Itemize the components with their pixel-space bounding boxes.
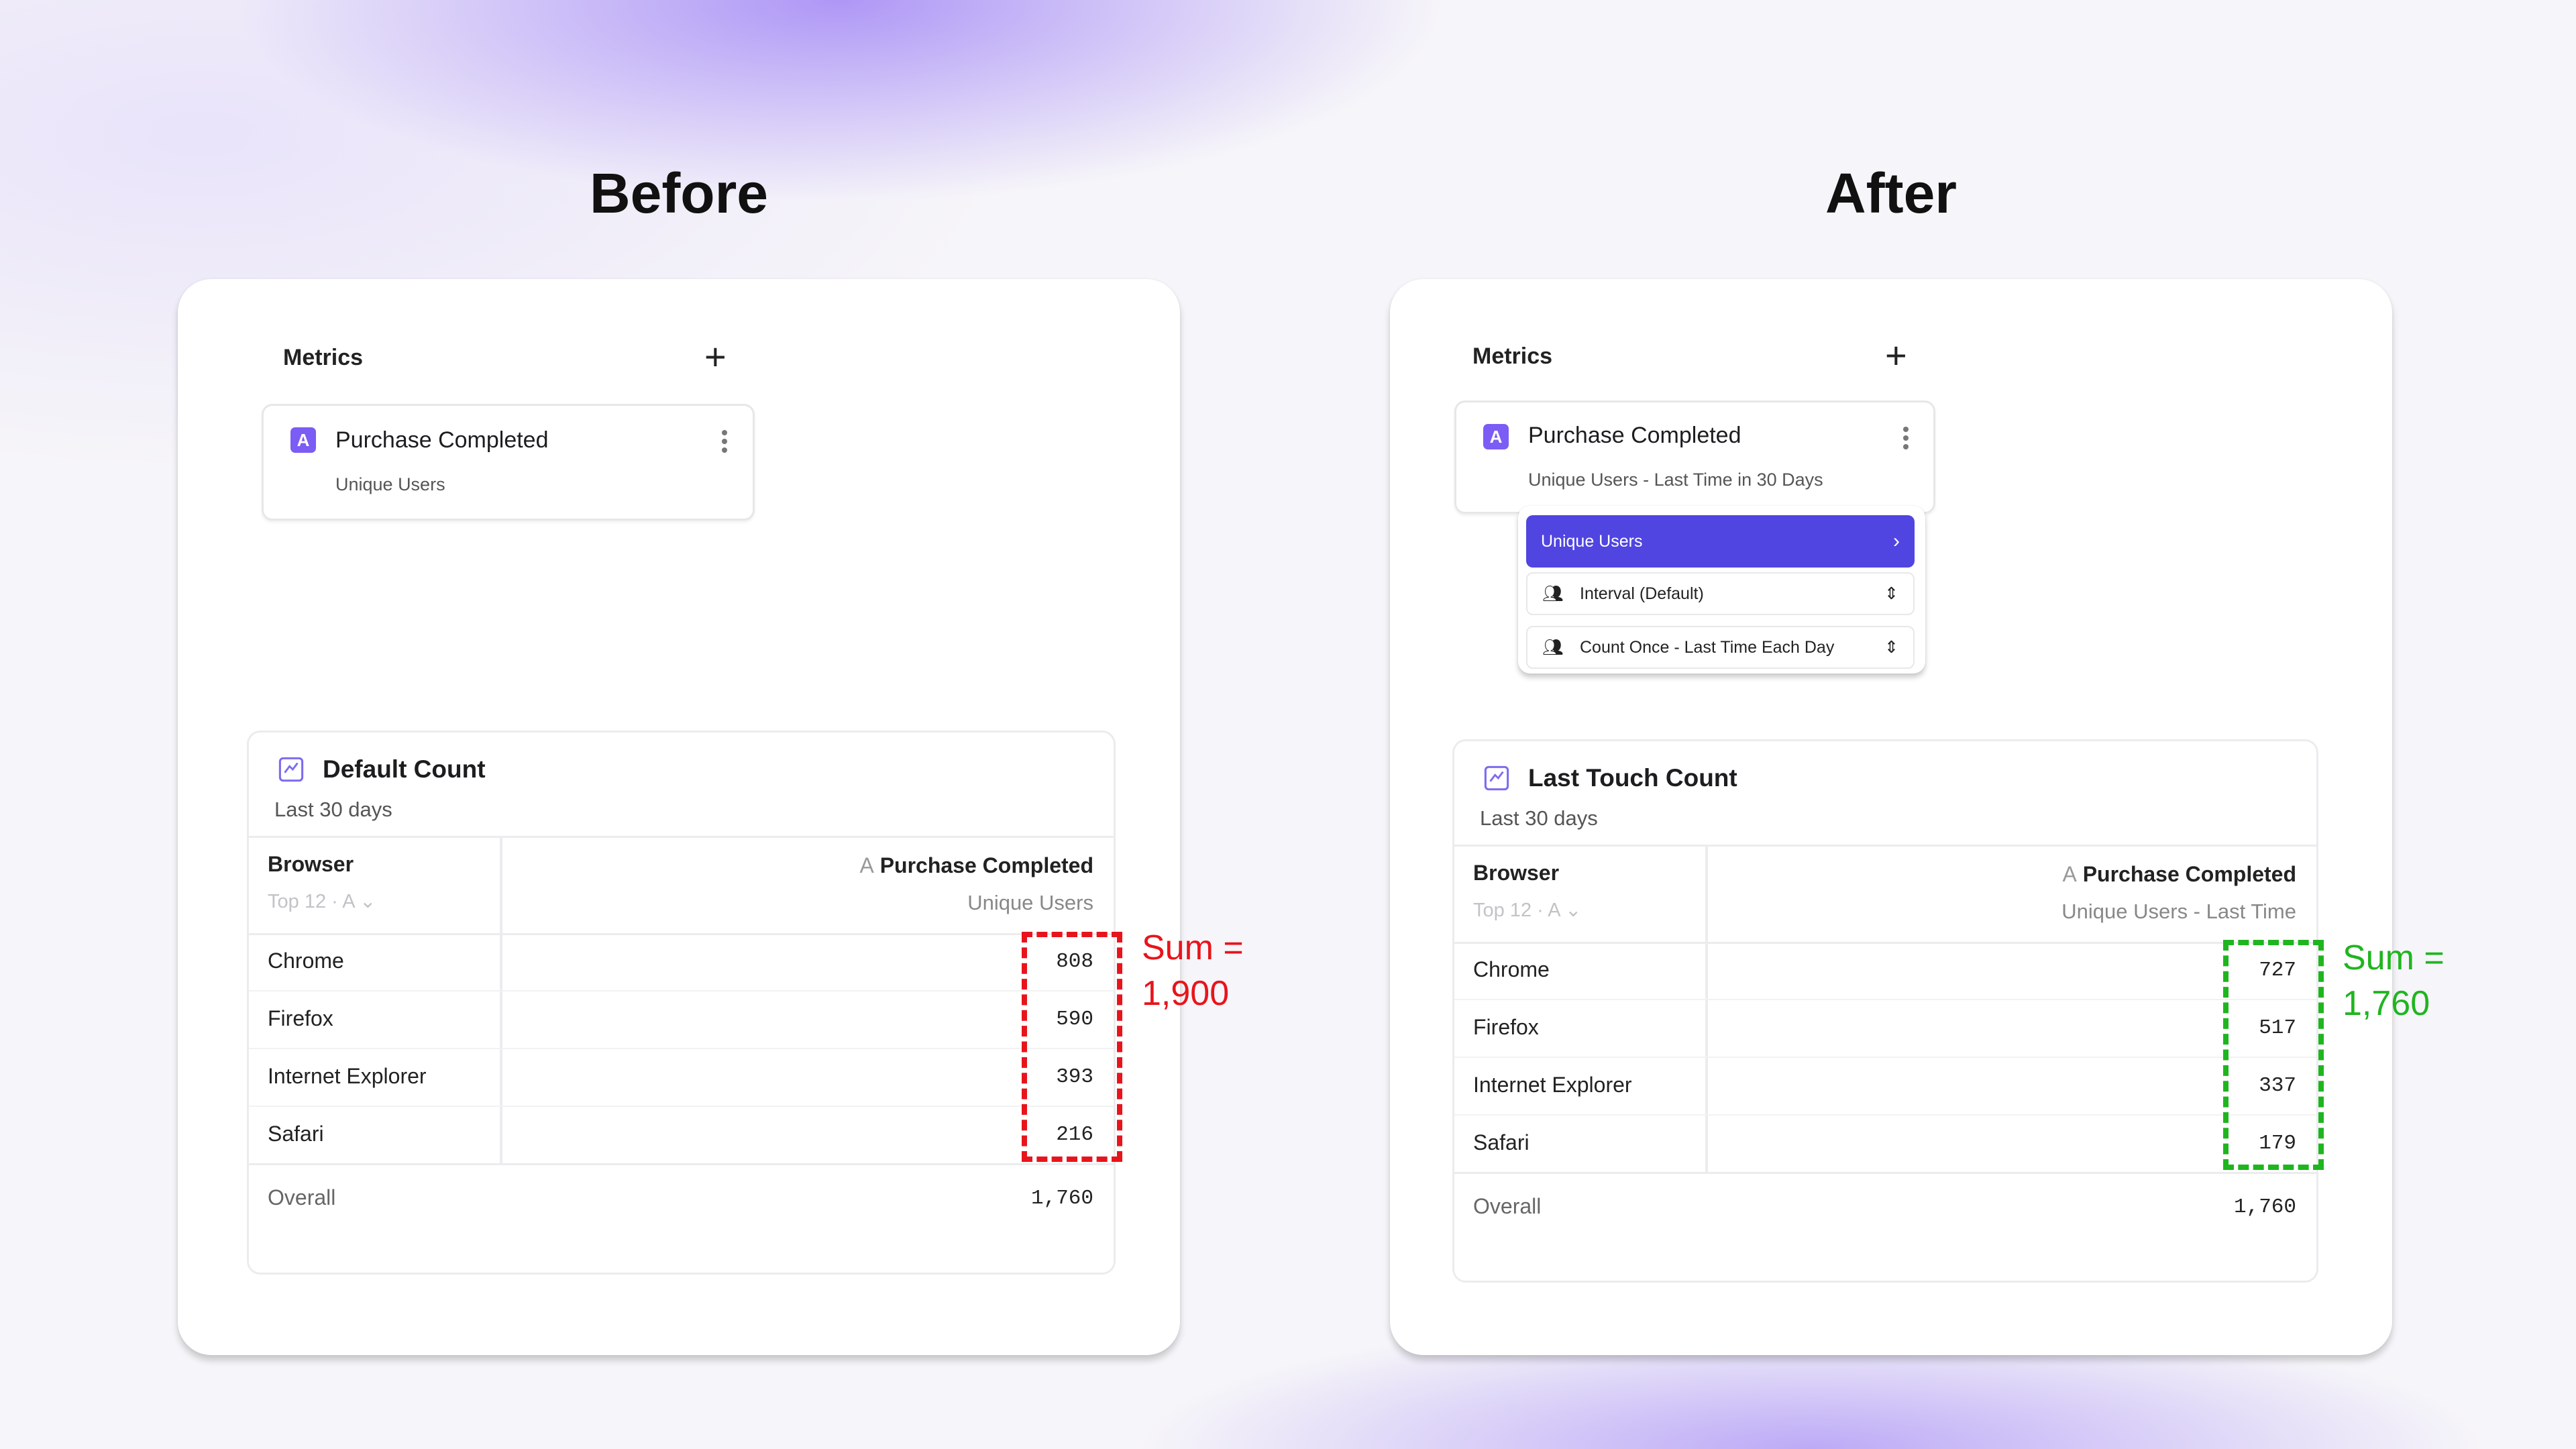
more-options-icon[interactable]: [1903, 427, 1909, 449]
metric-letter: A: [2062, 862, 2077, 886]
row-label: Safari: [1473, 1130, 1529, 1155]
more-options-icon[interactable]: [722, 430, 727, 453]
top-n-selector[interactable]: Top 12 · A ⌄: [268, 890, 376, 913]
metrics-label: Metrics: [283, 345, 364, 370]
updown-chevron-icon: ⇕: [1884, 584, 1898, 603]
row-value: 216: [1056, 1123, 1093, 1146]
row-value: 590: [1056, 1008, 1093, 1031]
metric-badge: A: [290, 427, 316, 453]
sum-label: Sum =: [1142, 928, 1244, 967]
plus-icon[interactable]: +: [1885, 334, 1907, 376]
before-panel: Metrics + A Purchase Completed Unique Us…: [178, 279, 1180, 1355]
metric-badge: A: [1483, 424, 1509, 449]
plus-icon[interactable]: +: [704, 335, 727, 378]
row-label: Firefox: [1473, 1015, 1539, 1039]
overall-value: 1,760: [1030, 1187, 1093, 1210]
highlight-box-green: [2223, 940, 2324, 1170]
row-label: Safari: [268, 1122, 324, 1146]
sum-value: 1,900: [1142, 974, 1230, 1013]
col-browser-header: Browser: [1473, 861, 1560, 885]
metric-letter: A: [859, 853, 874, 877]
col-metric-header: A Purchase Completed: [2062, 862, 2296, 887]
chevron-down-icon: ⌄: [1565, 900, 1582, 921]
interval-label: Interval (Default): [1580, 584, 1704, 603]
metric-subtitle: Unique Users: [335, 474, 445, 494]
col-metric-subheader: Unique Users: [967, 891, 1093, 914]
col-browser-header: Browser: [268, 852, 354, 876]
metric-card[interactable]: A Purchase Completed Unique Users - Last…: [1454, 400, 1935, 514]
overall-label: Overall: [1473, 1194, 1542, 1218]
table-subtitle: Last 30 days: [274, 798, 392, 821]
metric-name: Purchase Completed: [879, 853, 1093, 877]
sum-annotation-red: Sum = 1,900: [1142, 925, 1244, 1016]
row-value: 337: [2259, 1074, 2296, 1097]
row-label: Firefox: [268, 1006, 333, 1030]
table-subtitle: Last 30 days: [1480, 806, 1598, 830]
after-heading: After: [1825, 162, 1957, 225]
row-label: Chrome: [1473, 957, 1550, 981]
count-mode-select[interactable]: 👥︎ Count Once - Last Time Each Day ⇕: [1526, 626, 1915, 669]
highlight-box-red: [1022, 932, 1122, 1162]
row-value: 179: [2259, 1132, 2296, 1155]
interval-select[interactable]: 👥︎ Interval (Default) ⇕: [1526, 572, 1915, 615]
chevron-right-icon: ›: [1893, 530, 1900, 552]
row-value: 808: [1056, 950, 1093, 973]
metric-title: Purchase Completed: [1528, 423, 1741, 448]
chart-icon: [1484, 765, 1509, 791]
metric-card[interactable]: A Purchase Completed Unique Users: [262, 404, 755, 521]
col-metric-header: A Purchase Completed: [859, 853, 1093, 878]
sum-annotation-green: Sum = 1,760: [2343, 935, 2445, 1026]
col-metric-subheader: Unique Users - Last Time: [2061, 900, 2296, 923]
top-n-label: Top 12 · A: [1473, 900, 1560, 921]
dropdown-active-label: Unique Users: [1541, 531, 1643, 551]
chart-icon: [278, 757, 304, 782]
dropdown-item-unique-users[interactable]: Unique Users ›: [1526, 515, 1915, 568]
row-label: Internet Explorer: [268, 1064, 427, 1088]
metric-subtitle: Unique Users - Last Time in 30 Days: [1528, 470, 1823, 490]
results-table: Default Count Last 30 days Browser Top 1…: [247, 731, 1116, 1275]
row-label: Chrome: [268, 949, 344, 973]
table-title: Last Touch Count: [1528, 764, 1737, 792]
overall-label: Overall: [268, 1185, 336, 1210]
count-mode-label: Count Once - Last Time Each Day: [1580, 637, 1835, 657]
metric-name: Purchase Completed: [2082, 862, 2296, 886]
sum-value: 1,760: [2343, 984, 2430, 1023]
row-value: 393: [1056, 1065, 1093, 1089]
metric-title: Purchase Completed: [335, 427, 549, 453]
chevron-down-icon: ⌄: [360, 891, 376, 912]
updown-chevron-icon: ⇕: [1884, 638, 1898, 657]
overall-value: 1,760: [2233, 1195, 2296, 1219]
before-heading: Before: [589, 162, 769, 225]
top-n-label: Top 12 · A: [268, 891, 354, 912]
users-icon: 👥︎: [1542, 584, 1564, 603]
metrics-label: Metrics: [1472, 343, 1553, 369]
results-table: Last Touch Count Last 30 days Browser To…: [1452, 739, 2318, 1283]
top-n-selector[interactable]: Top 12 · A ⌄: [1473, 898, 1581, 922]
row-value: 727: [2259, 959, 2296, 982]
measure-dropdown: Unique Users › 👥︎ Interval (Default) ⇕ 👥︎ Co…: [1518, 506, 1925, 674]
sum-label: Sum =: [2343, 938, 2445, 977]
after-panel: Metrics + A Purchase Completed Unique Us…: [1390, 279, 2392, 1355]
users-icon: 👥︎: [1542, 637, 1564, 657]
row-value: 517: [2259, 1016, 2296, 1040]
row-label: Internet Explorer: [1473, 1073, 1632, 1097]
table-title: Default Count: [323, 755, 486, 783]
